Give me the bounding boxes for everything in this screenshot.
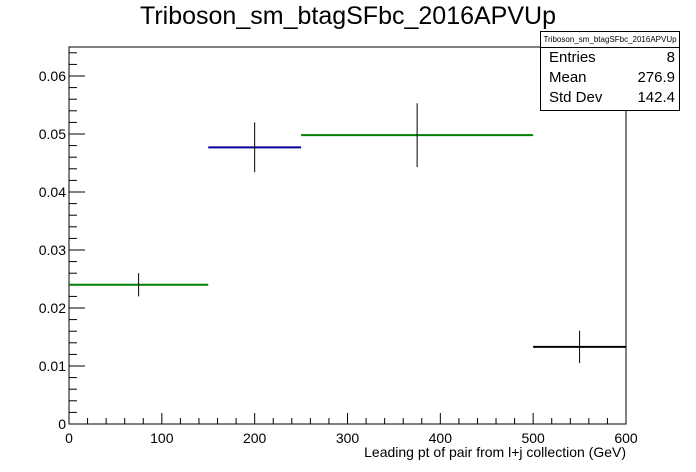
stats-stddev-label: Std Dev [549,89,603,106]
y-tick-label: 0.06 [39,68,66,84]
x-tick-label: 200 [243,430,267,446]
stats-stddev-row: Std Dev 142.4 [541,88,679,108]
y-tick-label: 0 [58,416,66,432]
x-tick-label: 100 [150,430,174,446]
chart-title: Triboson_sm_btagSFbc_2016APVUp [140,2,556,30]
stats-box: Triboson_sm_btagSFbc_2016APVUp Entries 8… [540,31,680,111]
histogram-bins [69,103,626,364]
stats-stddev-value: 142.4 [637,89,675,106]
stats-entries-row: Entries 8 [541,48,679,68]
y-tick-label: 0.05 [39,126,66,142]
x-tick-label: 0 [65,430,73,446]
y-tick-label: 0.03 [39,242,66,258]
x-axis-label: Leading pt of pair from l+j collection (… [364,444,626,460]
stats-entries-label: Entries [549,49,596,66]
y-tick-label: 0.02 [39,300,66,316]
stats-mean-value: 276.9 [637,69,675,86]
x-tick-label: 600 [614,430,638,446]
y-tick-label: 0.01 [39,358,66,374]
y-tick-label: 0.04 [39,184,66,200]
stats-mean-label: Mean [549,69,587,86]
x-tick-label: 400 [429,430,453,446]
stats-box-title: Triboson_sm_btagSFbc_2016APVUp [541,32,679,48]
stats-mean-row: Mean 276.9 [541,68,679,88]
x-tick-label: 300 [336,430,360,446]
x-tick-label: 500 [521,430,545,446]
stats-entries-value: 8 [666,49,675,66]
x-axis-ticks: 0 100 200 300 400 500 600 [65,413,638,446]
y-axis-ticks: 0 0.01 0.02 0.03 0.04 0.05 0.06 [39,52,85,432]
